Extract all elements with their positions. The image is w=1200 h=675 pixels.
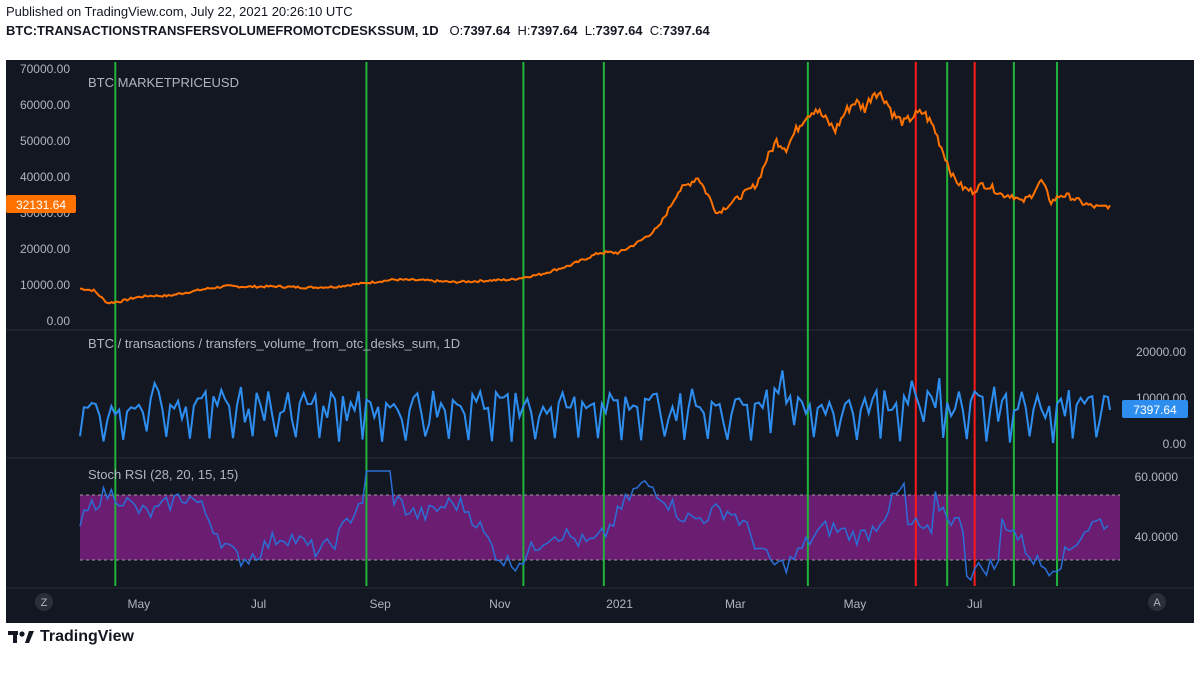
price-axis-tick: 70000.00 bbox=[20, 62, 70, 76]
price-axis-tick: 20000.00 bbox=[20, 242, 70, 256]
price-axis-tick: 60000.00 bbox=[20, 98, 70, 112]
volume-axis-tick: 20000.00 bbox=[1136, 345, 1186, 359]
auto-scale-right-button[interactable] bbox=[1148, 593, 1166, 611]
z-label: Z bbox=[41, 597, 48, 609]
high-value: 7397.64 bbox=[530, 23, 578, 38]
open-value: 7397.64 bbox=[463, 23, 511, 38]
stoch-pane-title: Stoch RSI (28, 20, 15, 15) bbox=[88, 467, 238, 482]
time-axis-label: May bbox=[844, 597, 867, 611]
time-axis-label: Mar bbox=[725, 597, 746, 611]
volume-series-line bbox=[79, 370, 1111, 444]
low-label: L: bbox=[584, 23, 596, 38]
tradingview-logo-icon bbox=[8, 631, 34, 643]
auto-scale-left-button[interactable] bbox=[35, 593, 53, 611]
tradingview-brand[interactable]: TradingView bbox=[8, 628, 134, 646]
stoch-axis-tick: 40.0000 bbox=[1135, 530, 1179, 544]
a-label: A bbox=[1153, 597, 1161, 609]
price-axis-tick: 50000.00 bbox=[20, 134, 70, 148]
price-axis-tick: 10000.00 bbox=[20, 278, 70, 292]
time-axis-label: 2021 bbox=[606, 597, 633, 611]
stoch-rsi-line bbox=[79, 470, 1109, 582]
price-pane-title: BTC MARKETPRICEUSD bbox=[88, 75, 239, 90]
symbol-line: BTC:TRANSACTIONSTRANSFERSVOLUMEFROMOTCDE… bbox=[6, 23, 710, 38]
time-axis-label: Jul bbox=[251, 597, 266, 611]
price-axis-tick: 0.00 bbox=[47, 314, 71, 328]
close-label: C: bbox=[649, 23, 663, 38]
volume-axis-tick: 0.00 bbox=[1163, 437, 1187, 451]
time-axis-label: Sep bbox=[369, 597, 391, 611]
symbol-name: BTC:TRANSACTIONSTRANSFERSVOLUMEFROMOTCDE… bbox=[6, 23, 439, 38]
stoch-axis-tick: 60.0000 bbox=[1135, 470, 1179, 484]
price-axis-tick: 40000.00 bbox=[20, 170, 70, 184]
price-last-value-badge bbox=[6, 195, 76, 213]
price-series-line bbox=[79, 90, 1111, 305]
time-axis-label: Nov bbox=[489, 597, 510, 611]
volume-last-value: 7397.64 bbox=[1133, 403, 1177, 417]
time-axis-label: May bbox=[128, 597, 151, 611]
price-last-value: 32131.64 bbox=[16, 198, 66, 212]
volume-last-value-badge bbox=[1122, 400, 1188, 418]
open-label: O: bbox=[449, 23, 464, 38]
brand-name: TradingView bbox=[40, 628, 134, 645]
time-axis-label: Jul bbox=[967, 597, 982, 611]
low-value: 7397.64 bbox=[595, 23, 643, 38]
high-label: H: bbox=[517, 23, 531, 38]
close-value: 7397.64 bbox=[662, 23, 710, 38]
published-line: Published on TradingView.com, July 22, 2… bbox=[6, 4, 353, 19]
volume-pane-title: BTC / transactions / transfers_volume_fr… bbox=[88, 336, 460, 351]
